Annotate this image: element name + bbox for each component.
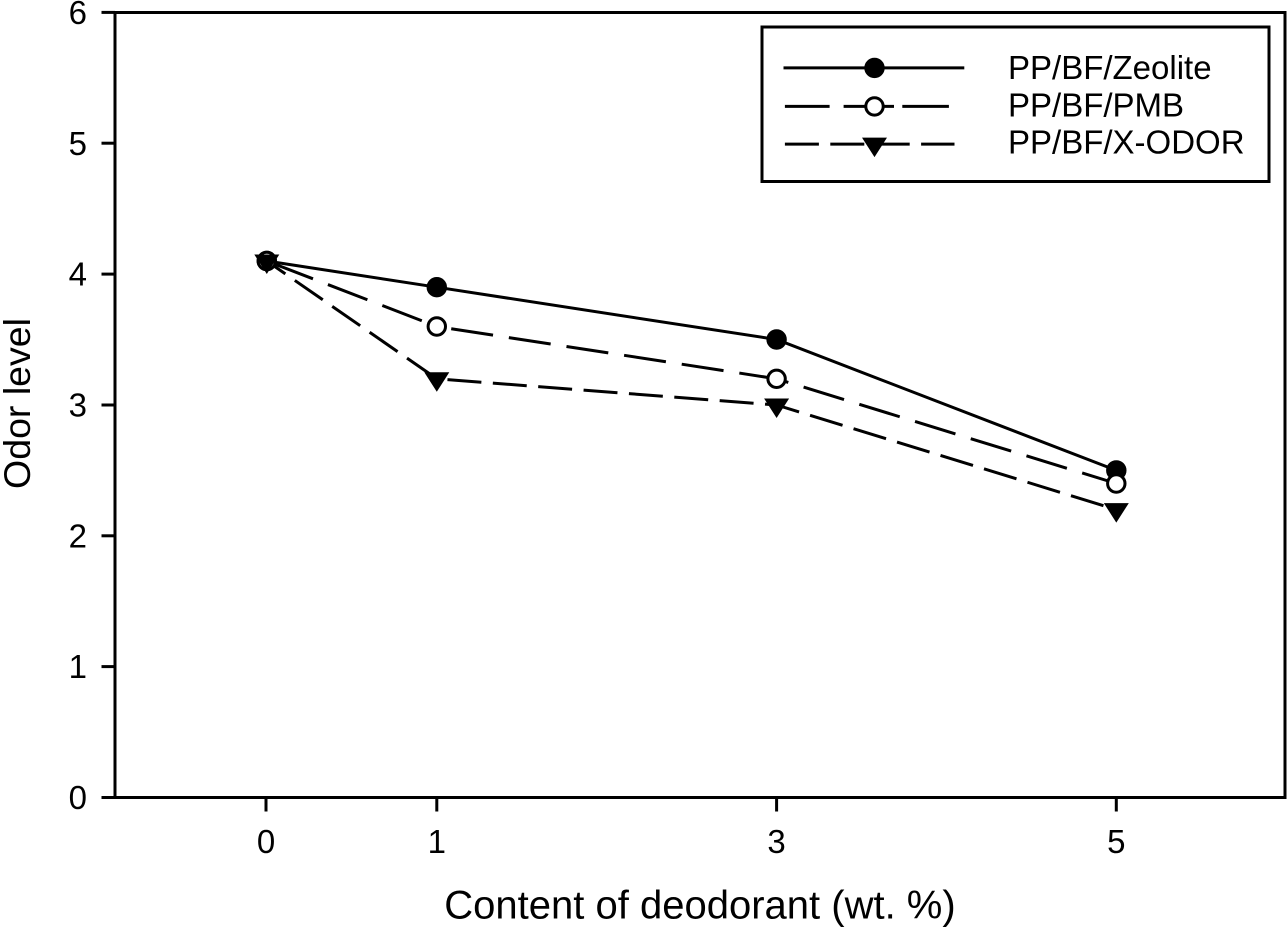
svg-text:6: 6: [69, 0, 87, 31]
svg-text:PP/BF/PMB: PP/BF/PMB: [1008, 86, 1184, 123]
svg-text:PP/BF/X-ODOR: PP/BF/X-ODOR: [1008, 123, 1245, 160]
svg-text:1: 1: [428, 823, 446, 860]
svg-text:Content of deodorant (wt. %): Content of deodorant (wt. %): [444, 884, 955, 928]
svg-text:PP/BF/Zeolite: PP/BF/Zeolite: [1008, 49, 1212, 86]
svg-text:Odor level: Odor level: [0, 318, 38, 489]
svg-text:0: 0: [257, 823, 275, 860]
svg-text:5: 5: [1107, 823, 1125, 860]
svg-text:5: 5: [69, 125, 87, 162]
svg-text:4: 4: [69, 256, 87, 293]
svg-text:3: 3: [69, 387, 87, 424]
svg-text:3: 3: [767, 823, 785, 860]
svg-text:2: 2: [69, 517, 87, 554]
svg-text:0: 0: [69, 779, 87, 816]
svg-text:1: 1: [69, 648, 87, 685]
